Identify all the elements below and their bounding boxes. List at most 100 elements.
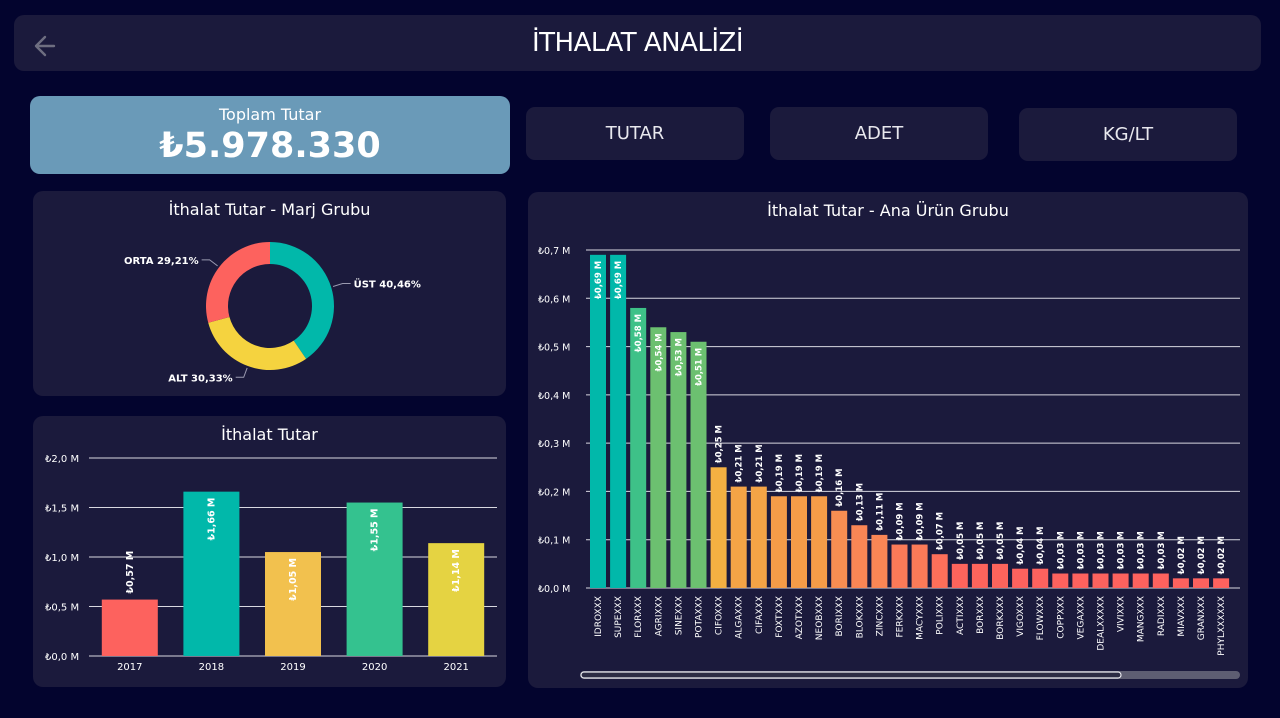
donut-slice-üst — [270, 242, 335, 359]
x-tick-label: POTAXXX — [695, 596, 705, 638]
bar-macyxxx — [911, 544, 928, 588]
scrollbar-thumb[interactable] — [580, 671, 1122, 679]
y-tick-label: ₺0,2 M — [538, 487, 570, 498]
x-tick-label: 2019 — [280, 662, 305, 673]
bar-data-label: ₺0,13 M — [855, 483, 865, 521]
bar-neobxxx — [811, 496, 828, 588]
x-tick-label: VIVIXXX — [1117, 596, 1127, 632]
bar-2020 — [346, 502, 403, 656]
y-tick-label: ₺0,5 M — [538, 343, 570, 354]
bar-vegaxxx — [1072, 573, 1089, 588]
product-group-bar-chart: ₺0,0 M ₺0,1 M ₺0,2 M ₺0,3 M ₺0,4 M ₺0,5 M ₺0,6… — [538, 246, 1240, 679]
total-amount-card: Toplam Tutar ₺5.978.330 — [30, 96, 510, 174]
x-tick-label: BORIXXX — [835, 596, 845, 637]
donut-data-label: ALT 30,33% — [168, 373, 232, 384]
bar-data-label: ₺0,05 M — [996, 522, 1006, 560]
bar-data-label: ₺0,53 M — [674, 338, 684, 376]
bar-data-label: ₺0,21 M — [735, 444, 745, 482]
donut-data-label: ÜST 40,46% — [354, 277, 421, 291]
bar-data-label: ₺0,02 M — [1177, 536, 1187, 574]
bar-algaxxx — [730, 486, 747, 588]
bar-azotxxx — [791, 496, 807, 588]
bar-polixxx — [931, 554, 948, 588]
bar-granxxx — [1193, 578, 1209, 588]
y-tick-label: ₺0,0 M — [45, 652, 79, 663]
product-group-title: İthalat Tutar - Ana Ürün Grubu — [767, 201, 1009, 220]
yearly-bar-chart: ₺0,0 M ₺0,5 M ₺1,0 M ₺1,5 M ₺2,0 M 2017 ₺0,57 … — [45, 454, 497, 673]
x-tick-label: SUPEXXX — [614, 596, 624, 638]
donut-slice-alt — [208, 316, 307, 370]
x-tick-label: MIAVXXX — [1177, 596, 1187, 637]
bar-cifaxxx — [750, 486, 767, 588]
x-tick-label: CIFOXXX — [715, 596, 725, 635]
bar-data-label: ₺0,03 M — [1117, 531, 1127, 569]
bar-data-label: ₺0,54 M — [654, 333, 664, 371]
product-group-card: İthalat Tutar - Ana Ürün Grubu ₺0,0 M ₺0,… — [528, 192, 1248, 688]
bar-data-label: ₺0,02 M — [1197, 536, 1207, 574]
x-tick-label: POLIXXX — [936, 596, 946, 635]
x-tick-label: MACYXXX — [916, 596, 926, 640]
y-tick-label: ₺0,7 M — [538, 246, 570, 257]
bar-florxxx — [630, 307, 647, 588]
y-tick-label: ₺0,1 M — [538, 536, 570, 547]
bar-agrixxx — [650, 327, 667, 588]
bar-data-label: ₺0,11 M — [875, 493, 885, 531]
donut-data-label: ORTA 29,21% — [124, 256, 199, 267]
bar-data-label: ₺0,02 M — [1217, 536, 1227, 574]
bar-2021 — [428, 543, 485, 656]
x-tick-label: VIGOXXX — [1016, 596, 1026, 637]
bar-mangxxx — [1132, 573, 1149, 588]
bar-zincxxx — [871, 534, 888, 588]
bar-data-label: ₺0,21 M — [755, 444, 765, 482]
y-tick-label: ₺1,0 M — [45, 553, 79, 564]
x-tick-label: MANGXXX — [1137, 596, 1147, 642]
y-tick-label: ₺2,0 M — [45, 454, 79, 465]
bar-borixxx — [831, 510, 848, 588]
bar-data-label: ₺0,19 M — [775, 454, 785, 492]
bar-cifoxxx — [710, 467, 727, 588]
kglt-button[interactable]: KG/LT — [1019, 108, 1237, 161]
x-tick-label: 2018 — [199, 662, 224, 673]
back-arrow-icon[interactable] — [32, 33, 58, 59]
bar-data-label: ₺1,05 M — [288, 558, 299, 601]
bar-data-label: ₺0,19 M — [795, 454, 805, 492]
bar-potaxxx — [690, 341, 707, 588]
bar-data-label: ₺0,03 M — [1137, 531, 1147, 569]
bar-data-label: ₺0,51 M — [695, 348, 705, 386]
bar-data-label: ₺0,69 M — [594, 261, 604, 299]
x-tick-label: FERKXXX — [896, 596, 906, 638]
bar-phylxxxxxx — [1213, 578, 1230, 588]
bar-data-label: ₺0,07 M — [936, 512, 946, 550]
header-bar — [14, 15, 1261, 71]
x-tick-label: PHYLXXXXXX — [1217, 596, 1227, 656]
x-tick-label: DEALXXXXX — [1097, 596, 1107, 651]
bar-data-label: ₺0,03 M — [1076, 531, 1086, 569]
adet-button[interactable]: ADET — [770, 107, 988, 160]
bar-data-label: ₺0,05 M — [956, 522, 966, 560]
bar-data-label: ₺0,03 M — [1056, 531, 1066, 569]
bar-data-label: ₺0,57 M — [125, 551, 136, 594]
x-tick-label: ALGAXXX — [735, 596, 745, 639]
donut-leader-line — [332, 283, 351, 287]
bar-dealxxxxx — [1092, 573, 1109, 588]
bar-sinexxx — [670, 332, 687, 588]
y-tick-label: ₺1,5 M — [45, 504, 79, 515]
bar-data-label: ₺1,55 M — [370, 509, 381, 552]
bar-flowxxx — [1032, 568, 1049, 588]
bar-2017 — [101, 599, 158, 656]
bar-data-label: ₺1,66 M — [206, 498, 217, 541]
x-tick-label: RADIXXX — [1157, 596, 1167, 636]
x-tick-label: NEOBXXX — [815, 596, 825, 640]
tutar-button[interactable]: TUTAR — [526, 107, 744, 160]
bar-radixxx — [1152, 573, 1169, 588]
y-tick-label: ₺0,3 M — [538, 439, 570, 450]
y-tick-label: ₺0,4 M — [538, 391, 570, 402]
x-tick-label: FLORXXX — [634, 596, 644, 638]
x-tick-label: 2017 — [117, 662, 142, 673]
bar-data-label: ₺0,03 M — [1157, 531, 1167, 569]
x-tick-label: AGRIXXX — [654, 596, 664, 636]
bar-data-label: ₺0,16 M — [835, 468, 845, 506]
x-tick-label: FOXTXXX — [775, 596, 785, 638]
bar-data-label: ₺0,25 M — [715, 425, 725, 463]
x-tick-label: GRANXXX — [1197, 596, 1207, 640]
